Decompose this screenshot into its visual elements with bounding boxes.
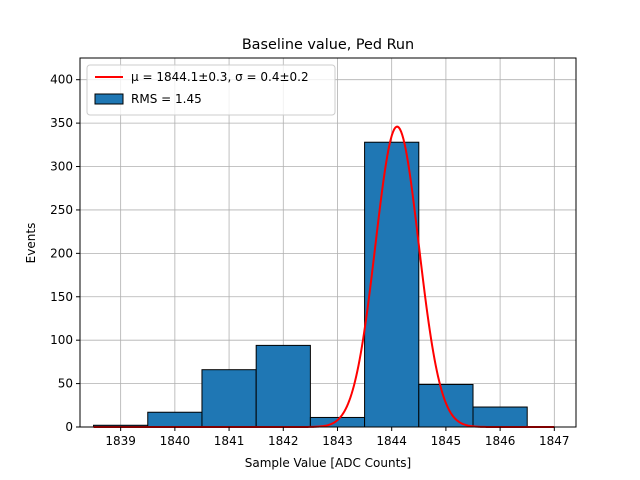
y-tick-label: 50 [58, 377, 73, 391]
x-axis-label: Sample Value [ADC Counts] [245, 456, 411, 470]
legend: μ = 1844.1±0.3, σ = 0.4±0.2 RMS = 1.45 [86, 64, 336, 116]
y-tick-label: 100 [50, 333, 73, 347]
histogram-bar [418, 383, 474, 428]
x-tick-label: 1842 [268, 434, 299, 448]
y-tick-label: 200 [50, 246, 73, 260]
x-tick-label: 1844 [376, 434, 407, 448]
y-axis-label: Events [24, 223, 38, 264]
legend-histogram-swatch [94, 93, 124, 105]
histogram-bar [201, 369, 257, 428]
x-tick-label: 1847 [539, 434, 570, 448]
y-tick-label: 350 [50, 116, 73, 130]
y-tick-label: 400 [50, 73, 73, 87]
x-tick-label: 1843 [322, 434, 353, 448]
legend-box [86, 64, 336, 116]
x-tick-label: 1840 [160, 434, 191, 448]
x-tick-label: 1839 [105, 434, 136, 448]
histogram-bars [93, 141, 528, 428]
histogram-bar [147, 411, 203, 428]
x-tick-label: 1845 [431, 434, 462, 448]
axis-ticks: 1839 1840 1841 1842 1843 1844 1845 1846 1847 0 50 1… [50, 73, 569, 448]
x-tick-label: 1841 [214, 434, 245, 448]
grid-lines [80, 58, 576, 428]
histogram-bar [472, 406, 528, 428]
y-tick-label: 0 [65, 420, 73, 434]
y-tick-label: 250 [50, 203, 73, 217]
y-tick-label: 150 [50, 290, 73, 304]
plot-area [80, 58, 576, 427]
plot-frame [79, 57, 577, 428]
legend-histogram-label: RMS = 1.45 [131, 92, 202, 106]
chart-title: Baseline value, Ped Run [242, 37, 414, 53]
x-tick-label: 1846 [485, 434, 516, 448]
histogram-bar [364, 141, 420, 428]
histogram-bar [255, 344, 311, 428]
legend-fit-label: μ = 1844.1±0.3, σ = 0.4±0.2 [131, 70, 309, 84]
y-tick-label: 300 [50, 160, 73, 174]
